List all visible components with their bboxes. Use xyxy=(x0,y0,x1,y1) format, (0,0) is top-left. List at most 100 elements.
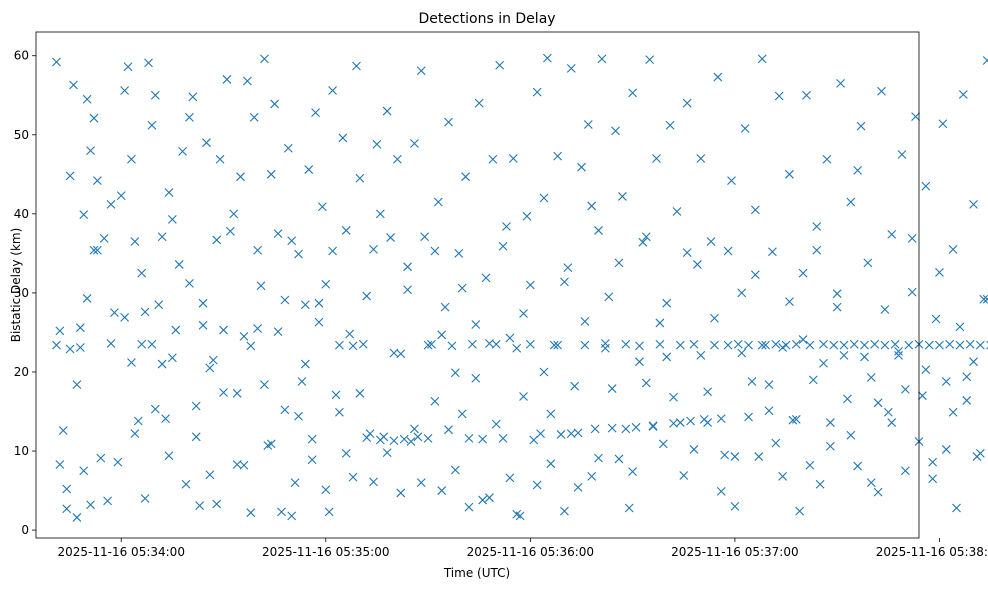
data-point xyxy=(185,279,194,288)
data-point xyxy=(870,339,880,349)
data-point xyxy=(614,258,624,268)
data-point xyxy=(819,358,828,368)
data-point xyxy=(873,398,883,408)
data-point xyxy=(311,108,320,118)
data-point xyxy=(703,418,713,427)
data-point xyxy=(624,503,634,513)
data-point xyxy=(641,232,651,242)
data-point xyxy=(382,106,392,116)
data-point xyxy=(577,162,586,172)
data-point xyxy=(430,246,440,256)
data-point xyxy=(355,173,365,183)
data-point xyxy=(921,365,931,374)
data-point xyxy=(140,307,150,317)
data-point xyxy=(522,211,532,221)
data-point xyxy=(716,486,726,496)
data-point xyxy=(941,445,951,454)
data-point xyxy=(348,341,358,351)
data-point xyxy=(86,146,95,155)
data-point xyxy=(675,340,685,350)
data-point xyxy=(86,500,95,510)
data-point xyxy=(331,390,341,400)
data-point xyxy=(307,455,317,465)
data-point xyxy=(819,339,828,349)
data-point xyxy=(205,470,215,480)
data-point xyxy=(641,378,651,388)
data-point xyxy=(911,112,920,121)
data-point xyxy=(560,277,569,287)
data-point xyxy=(195,501,205,510)
data-point xyxy=(79,210,89,220)
data-point xyxy=(860,340,869,350)
data-point xyxy=(883,407,893,417)
data-point xyxy=(444,117,453,127)
data-point xyxy=(471,373,481,383)
data-point xyxy=(167,353,177,363)
data-point xyxy=(730,501,740,511)
data-point xyxy=(805,340,815,350)
data-point xyxy=(321,485,331,495)
data-point xyxy=(314,317,324,327)
data-point xyxy=(549,340,559,350)
data-point xyxy=(450,465,460,475)
y-axis-title: Bistatic Delay (km) xyxy=(9,228,23,343)
data-point xyxy=(635,341,644,351)
data-point xyxy=(982,294,988,304)
data-point xyxy=(147,120,157,130)
data-point xyxy=(836,79,845,88)
data-point xyxy=(931,314,941,324)
data-point xyxy=(198,320,208,330)
data-point xyxy=(198,298,208,308)
data-point xyxy=(253,324,262,333)
data-point xyxy=(757,54,767,64)
data-point xyxy=(975,340,985,350)
data-point xyxy=(744,340,753,350)
data-point xyxy=(969,199,978,209)
data-point xyxy=(164,451,174,461)
data-point xyxy=(280,295,290,305)
data-point xyxy=(123,62,133,72)
data-point xyxy=(133,416,143,426)
data-point xyxy=(740,124,750,133)
data-point xyxy=(433,197,443,207)
data-point xyxy=(935,340,944,350)
data-point xyxy=(379,432,389,442)
data-point xyxy=(778,471,788,481)
data-point xyxy=(662,298,672,308)
data-point xyxy=(744,412,753,422)
data-point xyxy=(113,457,123,467)
data-point xyxy=(652,154,661,163)
data-point xyxy=(689,339,699,349)
data-point xyxy=(65,344,75,354)
data-point xyxy=(829,340,839,350)
data-point xyxy=(716,414,726,424)
data-point xyxy=(273,327,283,337)
data-point xyxy=(825,418,835,427)
data-point xyxy=(164,188,174,197)
data-point xyxy=(92,176,102,186)
data-point xyxy=(116,191,126,201)
data-point xyxy=(764,406,774,416)
data-point xyxy=(519,392,528,401)
data-point xyxy=(866,478,876,488)
data-point xyxy=(222,75,232,84)
data-point xyxy=(444,425,453,435)
data-point xyxy=(546,459,556,469)
data-point xyxy=(965,339,975,349)
data-point xyxy=(962,372,972,382)
data-point xyxy=(774,91,784,101)
data-point xyxy=(287,511,297,521)
data-point xyxy=(212,235,222,245)
data-point xyxy=(768,247,777,257)
data-point xyxy=(600,343,610,353)
data-point xyxy=(924,340,934,350)
data-point xyxy=(467,339,477,349)
data-point xyxy=(737,348,747,358)
data-point xyxy=(969,357,978,367)
data-point xyxy=(720,450,730,460)
y-tick-label: 0 xyxy=(21,523,29,537)
data-point xyxy=(635,357,644,367)
data-point xyxy=(525,280,535,290)
data-point xyxy=(335,407,344,417)
data-point xyxy=(536,429,545,439)
